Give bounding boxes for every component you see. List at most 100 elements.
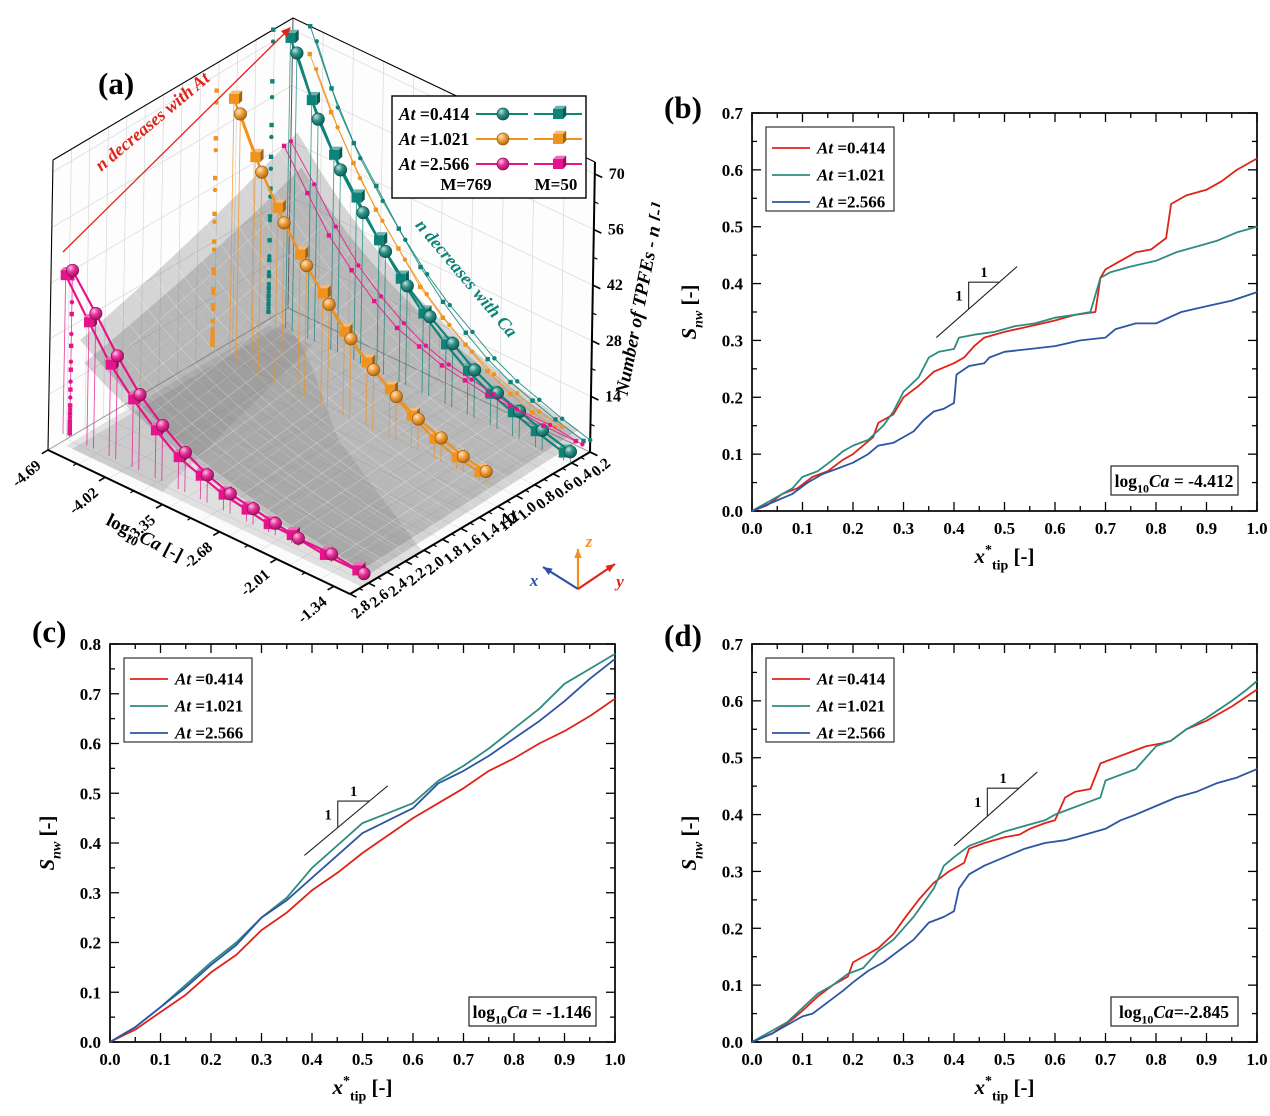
svg-text:log10Ca = -4.412: log10Ca = -4.412 bbox=[1115, 471, 1234, 496]
x-tick-label: 0.4 bbox=[943, 519, 965, 538]
x-tick-label-3d: -4.69 bbox=[9, 457, 45, 491]
legend-label: At =0.414 bbox=[816, 670, 886, 689]
arrow-head-icon bbox=[280, 27, 291, 38]
y-tick-label: 0.5 bbox=[80, 784, 101, 803]
y-tick-label: 0.7 bbox=[80, 685, 102, 704]
cube-marker-icon bbox=[351, 189, 365, 203]
series-line-At0.414 bbox=[109, 697, 616, 1043]
legend-label-3d: At =0.414 bbox=[398, 104, 470, 124]
x-tick-label: 0.4 bbox=[943, 1050, 965, 1069]
sphere-marker-icon bbox=[446, 337, 460, 351]
sphere-marker-icon bbox=[496, 157, 510, 171]
x-tick-label: 0.6 bbox=[1044, 519, 1065, 538]
x-tick-label: 1.0 bbox=[1246, 519, 1267, 538]
x-tick-label: 0.0 bbox=[741, 519, 762, 538]
slope-run-label: 1 bbox=[980, 265, 987, 281]
x-tick-label: 0.9 bbox=[1196, 1050, 1217, 1069]
x-tick-label: 0.1 bbox=[792, 519, 813, 538]
x-tick-label: 0.2 bbox=[200, 1050, 221, 1069]
legend-label-3d: At =2.566 bbox=[398, 154, 470, 174]
y-tick-label: 0.4 bbox=[722, 806, 744, 825]
sphere-marker-icon bbox=[496, 107, 510, 121]
sphere-marker-icon bbox=[233, 107, 247, 121]
slope-run-label: 1 bbox=[350, 784, 357, 800]
z-tick-label: 14 bbox=[605, 388, 621, 405]
y-tick-label: 0.2 bbox=[80, 934, 101, 953]
y-axis: 0.0 0.1 0.2 0.3 0.4 0.5 0.6 0.7 bbox=[722, 104, 1257, 521]
sphere-marker-icon bbox=[200, 468, 214, 482]
series-line-At1.021 bbox=[751, 680, 1258, 1043]
y-tick-label: 0.2 bbox=[722, 388, 743, 407]
x-tick-label: 0.4 bbox=[301, 1050, 323, 1069]
x-tick-label: 0.1 bbox=[150, 1050, 171, 1069]
sphere-marker-icon bbox=[178, 445, 193, 459]
sphere-marker-icon bbox=[367, 363, 381, 377]
z-tick-label: 28 bbox=[606, 333, 622, 350]
sphere-marker-icon bbox=[277, 216, 291, 230]
sphere-marker-icon bbox=[356, 206, 370, 220]
annotation-log10Ca: log10Ca=-2.845 bbox=[1110, 996, 1239, 1027]
series-line-At2.566 bbox=[751, 291, 1258, 512]
legend-label: At =2.566 bbox=[174, 724, 243, 743]
legend-label: At =2.566 bbox=[816, 724, 885, 743]
legend-label: At =1.021 bbox=[816, 697, 885, 716]
x-tick-label: 0.0 bbox=[99, 1050, 120, 1069]
sphere-marker-icon bbox=[325, 547, 339, 561]
x-tick-label: 0.6 bbox=[402, 1050, 423, 1069]
sphere-marker-icon bbox=[456, 449, 470, 464]
sphere-marker-icon bbox=[389, 390, 403, 404]
sphere-marker-icon bbox=[223, 487, 237, 501]
panel-label-b: (b) bbox=[664, 90, 702, 125]
x-tick-label: 1.0 bbox=[1246, 1050, 1267, 1069]
sphere-marker-icon bbox=[133, 388, 147, 402]
y-tick-label: 0.6 bbox=[80, 735, 101, 754]
legend-label: At =0.414 bbox=[174, 670, 244, 689]
x-tick-label: 0.2 bbox=[842, 519, 863, 538]
series-line-At1.021 bbox=[751, 225, 1258, 512]
y-tick-label: 0.8 bbox=[80, 635, 101, 654]
slope-indicator: 11 bbox=[935, 265, 1018, 338]
x-axis-label: x*tip [-] bbox=[973, 1074, 1034, 1105]
y-tick-label: 0.6 bbox=[722, 161, 743, 180]
sphere-marker-icon bbox=[357, 567, 371, 581]
sphere-marker-icon bbox=[468, 363, 482, 377]
x-tick-label: 0.7 bbox=[453, 1050, 475, 1069]
y-tick-label: 0.1 bbox=[80, 983, 101, 1002]
slope-rise-label: 1 bbox=[974, 795, 981, 811]
sphere-marker-icon bbox=[110, 349, 124, 363]
series-line-At1.021 bbox=[109, 653, 616, 1043]
slope-rise-label: 1 bbox=[325, 807, 332, 823]
back-vertical-edge bbox=[287, 17, 294, 309]
sphere-marker-icon bbox=[311, 112, 325, 126]
series-line-At0.414 bbox=[751, 157, 1258, 512]
arrow-head-icon bbox=[574, 549, 582, 558]
x-tick-label-3d: -2.68 bbox=[180, 539, 216, 573]
x-tick-label: 0.7 bbox=[1095, 519, 1117, 538]
y-tick-label: 0.3 bbox=[722, 331, 743, 350]
x-tick-label: 0.3 bbox=[893, 519, 914, 538]
sphere-marker-icon bbox=[300, 259, 314, 273]
x-axis: 0.0 0.1 0.2 0.3 0.4 0.5 0.6 0.7 0.8 0.9 1.0 bbox=[99, 644, 626, 1069]
legend-col-M769: M=769 bbox=[440, 175, 491, 194]
slope-indicator: 11 bbox=[953, 771, 1038, 847]
y-tick-label: 0.6 bbox=[722, 692, 743, 711]
x-axis: 0.0 0.1 0.2 0.3 0.4 0.5 0.6 0.7 0.8 0.9 1.0 bbox=[741, 113, 1268, 538]
sphere-marker-icon bbox=[290, 46, 304, 60]
triad-x-label: x bbox=[529, 571, 539, 590]
y-tick-label: 0.1 bbox=[722, 445, 743, 464]
panel-label-a: (a) bbox=[98, 66, 135, 101]
y-axis-label: Snw [-] bbox=[677, 815, 707, 870]
y-tick-label: 0.0 bbox=[80, 1033, 101, 1052]
legend-label: At =0.414 bbox=[816, 139, 886, 158]
legend: At =0.414 At =1.021 At =2.566 bbox=[123, 657, 253, 743]
sphere-marker-icon bbox=[496, 132, 510, 146]
sphere-marker-icon bbox=[156, 418, 170, 433]
x-axis-label: x*tip [-] bbox=[331, 1074, 392, 1105]
series-line-At2.566 bbox=[751, 768, 1258, 1043]
x-tick-label: 0.7 bbox=[1095, 1050, 1117, 1069]
sphere-marker-icon bbox=[423, 310, 437, 324]
legend-label-3d: At =1.021 bbox=[398, 129, 469, 149]
panel-label-d: (d) bbox=[664, 618, 702, 653]
